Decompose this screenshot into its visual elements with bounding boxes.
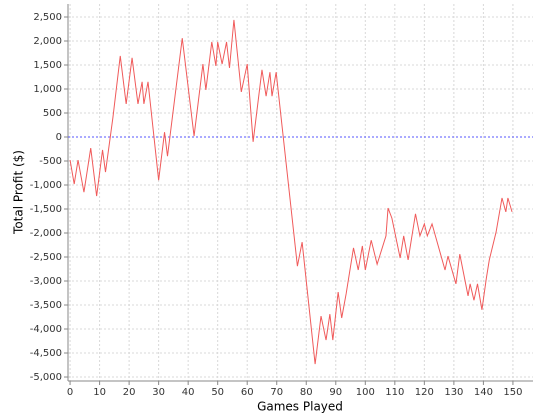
y-tick-label: 1,000 [33,84,62,95]
x-tick-label: 90 [329,387,342,398]
x-tick-label: 50 [211,387,224,398]
y-tick-label: -4,000 [30,324,62,335]
x-tick-label: 100 [356,387,375,398]
y-tick-label: -2,000 [30,228,62,239]
y-tick-label: -1,000 [30,180,62,191]
x-tick-label: 130 [444,387,463,398]
x-tick-label: 0 [67,387,73,398]
x-tick-label: 10 [93,387,106,398]
y-tick-label: -3,000 [30,276,62,287]
x-tick-label: 120 [415,387,434,398]
y-tick-label: 1,500 [33,60,62,71]
x-axis-title: Games Played [257,400,343,414]
y-tick-label: -4,500 [30,348,62,359]
x-tick-label: 150 [503,387,522,398]
y-tick-label: -3,500 [30,300,62,311]
y-axis-title: Total Profit ($) [12,150,26,235]
plot-area [68,4,533,381]
x-tick-label: 70 [270,387,283,398]
y-tick-label: 0 [56,132,62,143]
x-tick-label: 140 [474,387,493,398]
y-tick-label: 2,500 [33,12,62,23]
x-tick-label: 30 [152,387,165,398]
y-tick-label: -5,000 [30,372,62,383]
x-tick-label: 40 [182,387,195,398]
x-tick-label: 60 [241,387,254,398]
y-tick-label: 2,000 [33,36,62,47]
y-tick-label: -2,500 [30,252,62,263]
y-tick-label: -500 [39,156,62,167]
x-tick-label: 80 [300,387,313,398]
x-tick-label: 20 [123,387,136,398]
y-tick-label: 500 [43,108,62,119]
y-tick-label: -1,500 [30,204,62,215]
data-line [69,19,513,365]
x-tick-label: 110 [385,387,404,398]
